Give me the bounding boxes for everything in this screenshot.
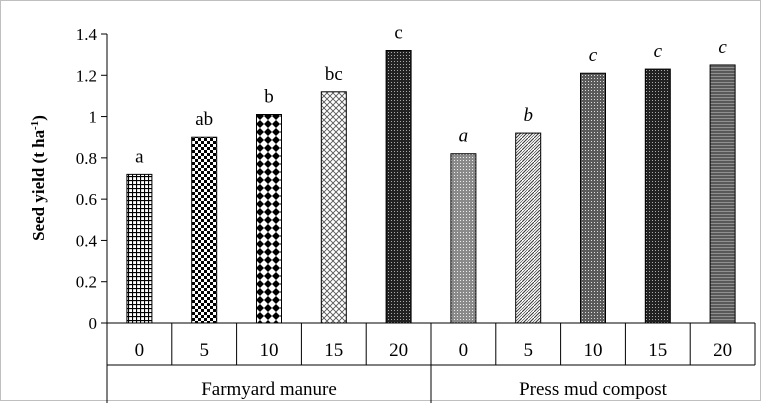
bar — [385, 50, 412, 324]
y-tick-label: 1.4 — [76, 25, 98, 44]
x-category-label: 20 — [389, 340, 408, 361]
significance-label: b — [264, 87, 274, 108]
x-category-label: 5 — [523, 340, 533, 361]
y-tick-label: 1 — [89, 108, 98, 127]
x-category-label: 10 — [584, 340, 603, 361]
bar — [450, 153, 477, 324]
significance-label: a — [459, 126, 469, 147]
bar — [256, 114, 282, 324]
x-axis: 0 5 10 15 20 Farmyard manure 0 5 10 15 20 Press mud… — [106, 322, 756, 403]
bar — [644, 68, 671, 324]
y-tick-label: 0.8 — [76, 149, 97, 168]
significance-label: c — [654, 41, 663, 62]
x-category-label: 20 — [713, 340, 732, 361]
bar — [515, 132, 542, 324]
significance-label: c — [718, 37, 727, 58]
y-tick-label: 0.2 — [76, 273, 97, 292]
y-axis-label: Seed yield (t ha-1) — [29, 115, 48, 241]
group-label: Press mud compost — [519, 379, 668, 400]
significance-label: ab — [195, 109, 213, 130]
x-category-label: 15 — [648, 340, 667, 361]
bar — [126, 173, 153, 324]
x-category-label: 0 — [135, 340, 145, 361]
significance-label: c — [589, 45, 598, 66]
x-category-label: 10 — [260, 340, 279, 361]
x-category-label: 0 — [459, 340, 469, 361]
significance-label: b — [523, 105, 533, 126]
y-tick-label: 0 — [89, 314, 98, 333]
bar — [709, 64, 736, 324]
bar — [580, 72, 606, 324]
y-axis: 0 0.2 0.4 0.6 0.8 1 1.2 1.4 — [76, 25, 108, 333]
y-tick-label: 0.4 — [76, 231, 98, 250]
significance-label: c — [394, 23, 402, 44]
significance-label: bc — [325, 64, 343, 85]
bar — [191, 136, 218, 324]
bar — [320, 91, 347, 324]
y-tick-label: 0.6 — [76, 190, 97, 209]
x-category-label: 5 — [199, 340, 209, 361]
group-label: Farmyard manure — [201, 379, 337, 400]
significance-label: a — [135, 146, 144, 167]
x-category-label: 15 — [324, 340, 343, 361]
y-tick-label: 1.2 — [76, 66, 97, 85]
